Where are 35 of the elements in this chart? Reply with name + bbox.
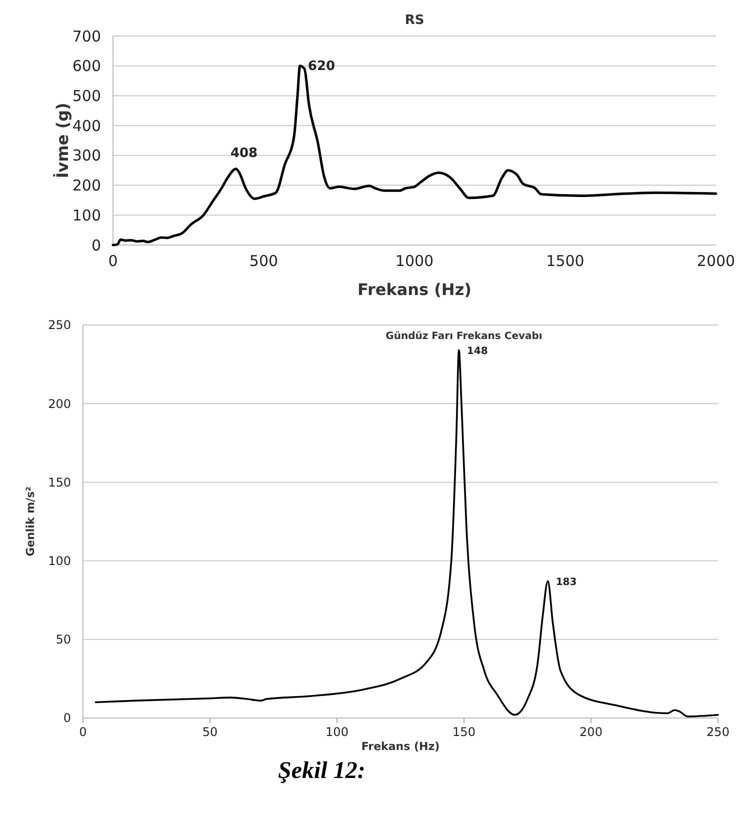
- x-tick-label: 100: [326, 725, 348, 739]
- y-tick-label: 400: [72, 116, 101, 135]
- x-tick-label: 200: [580, 725, 602, 739]
- x-tick-label: 1500: [546, 252, 584, 270]
- y-tick-label: 700: [72, 27, 101, 46]
- x-axis-title: Frekans (Hz): [361, 740, 440, 753]
- text: Şekil 12:: [278, 758, 366, 785]
- y-tick-label: 150: [48, 475, 71, 490]
- y-tick-label: 100: [72, 206, 101, 224]
- y-tick-label: 100: [48, 554, 71, 568]
- y-tick-label: 0: [63, 711, 71, 726]
- x-tick-label: 50: [202, 725, 218, 739]
- y-tick-label: 0: [91, 236, 101, 254]
- annotation: 408: [230, 146, 258, 161]
- annotation: 183: [556, 577, 577, 588]
- x-axis-title: Frekans (Hz): [358, 280, 472, 299]
- y-tick-label: 200: [48, 396, 71, 411]
- y-tick-label: 600: [72, 57, 101, 76]
- x-tick-label: 1000: [395, 252, 434, 270]
- y-tick-label: 300: [72, 146, 101, 165]
- x-tick-label: 150: [452, 725, 476, 739]
- annotation: 148: [466, 346, 488, 358]
- y-axis-title: İvme (g): [53, 102, 72, 178]
- y-tick-label: 200: [72, 176, 101, 195]
- x-tick-label: 2000: [696, 252, 736, 270]
- x-tick-label: 0: [108, 252, 118, 270]
- annotation: 620: [308, 58, 336, 74]
- y-tick-label: 250: [48, 318, 71, 332]
- x-tick-label: 500: [249, 252, 278, 270]
- x-tick-label: 250: [706, 725, 730, 739]
- chart-title: RS: [404, 13, 424, 28]
- y-axis-title: Genlik m/s²: [24, 486, 37, 556]
- y-tick-label: 50: [56, 632, 71, 647]
- text: Gündüz Farı Frekans Cevabı: [386, 331, 542, 342]
- y-tick-label: 500: [72, 86, 101, 105]
